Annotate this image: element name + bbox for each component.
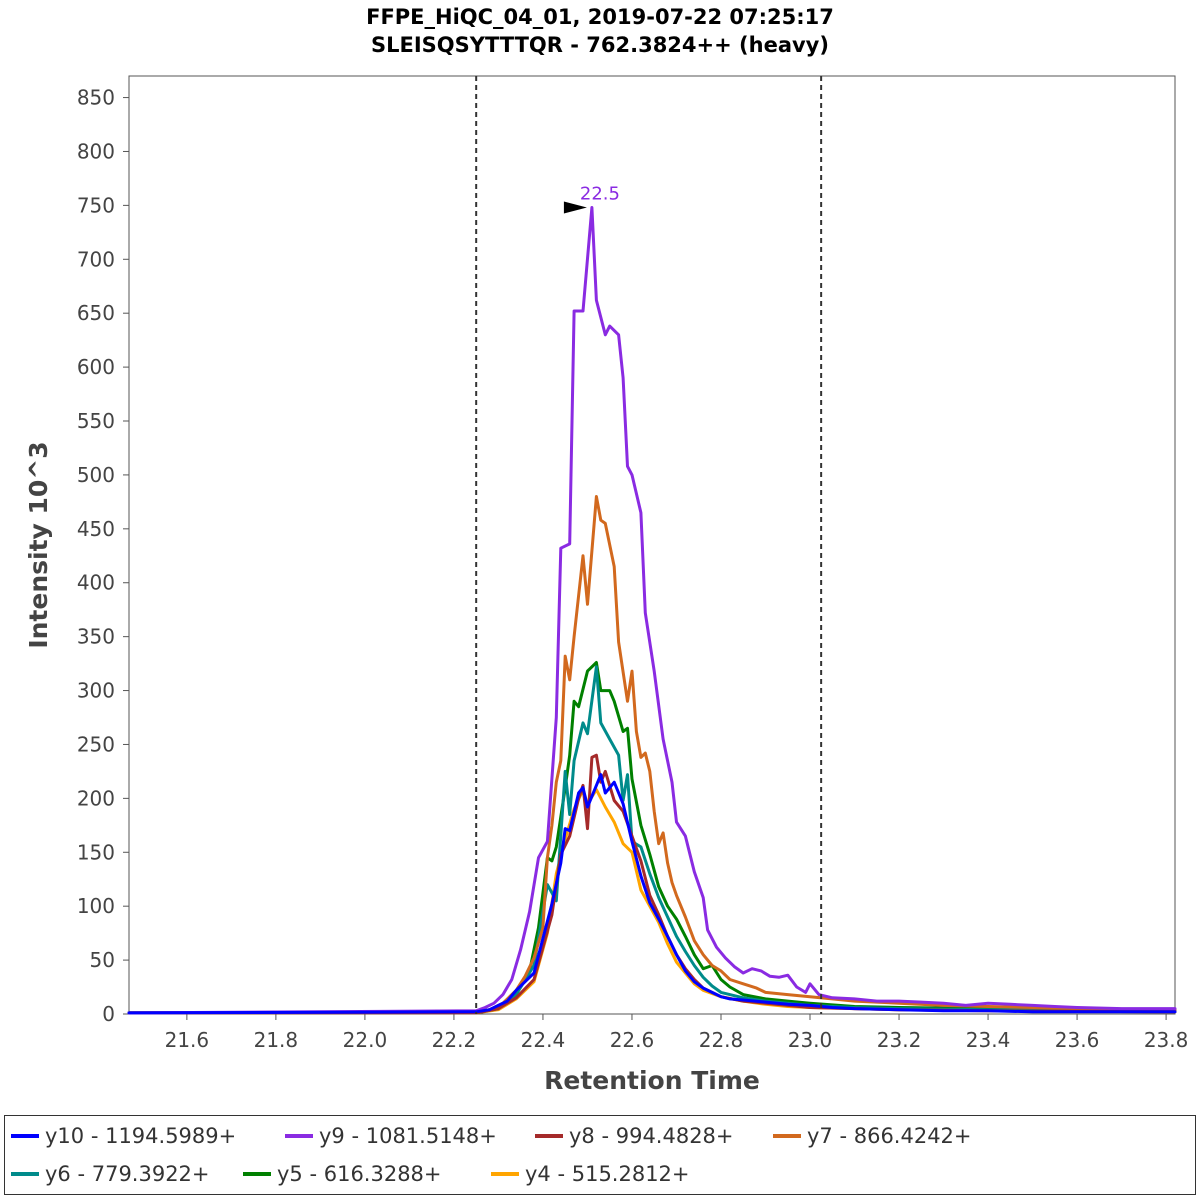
x-tick-label: 21.6 — [165, 1028, 210, 1052]
y-tick-label: 350 — [77, 625, 115, 649]
y-axis: 0 50 100 150 200 250 300 350 400 450 500 550 600 650 7… — [77, 86, 129, 1026]
series-line-y5 — [127, 661, 1177, 1015]
x-tick-label: 22.4 — [521, 1028, 566, 1052]
legend-swatch — [773, 1134, 801, 1138]
plot-area — [128, 75, 1176, 1015]
legend-swatch — [11, 1134, 39, 1138]
legend-label: y6 - 779.3922+ — [45, 1162, 210, 1186]
y-tick-label: 750 — [77, 193, 115, 217]
peak-arrow-icon — [563, 201, 587, 214]
series-line-y7 — [127, 495, 1177, 1015]
y-tick-label: 850 — [77, 86, 115, 110]
y-tick-label: 200 — [77, 786, 115, 810]
chromatogram-chart: FFPE_HiQC_04_01, 2019-07-22 07:25:17 SLE… — [24, 5, 1189, 1095]
x-tick-label: 21.8 — [254, 1028, 299, 1052]
x-axis: 21.6 21.8 22.0 22.2 22.4 22.6 22.8 23.0 23.2 23.4… — [165, 1014, 1189, 1052]
y-tick-label: 600 — [77, 355, 115, 379]
x-axis-label: Retention Time — [544, 1066, 760, 1095]
y-tick-label: 0 — [102, 1002, 115, 1026]
legend-swatch — [535, 1134, 563, 1138]
legend-item-y9: y9 - 1081.5148+ — [285, 1124, 497, 1148]
legend-swatch — [11, 1172, 39, 1176]
peak-label: 22.5 — [580, 184, 620, 205]
series-layer — [127, 206, 1177, 1015]
legend-label: y5 - 616.3288+ — [277, 1162, 442, 1186]
y-tick-label: 450 — [77, 517, 115, 541]
legend-item-y5: y5 - 616.3288+ — [243, 1162, 442, 1186]
legend-label: y10 - 1194.5989+ — [45, 1124, 237, 1148]
legend-label: y9 - 1081.5148+ — [319, 1124, 497, 1148]
x-tick-label: 23.0 — [788, 1028, 833, 1052]
legend-item-y10: y10 - 1194.5989+ — [11, 1124, 236, 1148]
y-tick-label: 700 — [77, 247, 115, 271]
y-tick-label: 500 — [77, 463, 115, 487]
y-tick-label: 650 — [77, 301, 115, 325]
y-axis-label: Intensity 10^3 — [24, 441, 53, 648]
x-tick-label: 23.8 — [1144, 1028, 1189, 1052]
chart-title: FFPE_HiQC_04_01, 2019-07-22 07:25:17 — [366, 5, 834, 29]
x-tick-label: 22.6 — [610, 1028, 655, 1052]
x-tick-label: 22.2 — [432, 1028, 477, 1052]
y-tick-label: 100 — [77, 894, 115, 918]
y-tick-label: 550 — [77, 409, 115, 433]
y-tick-label: 250 — [77, 732, 115, 756]
y-tick-label: 150 — [77, 840, 115, 864]
y-tick-label: 800 — [77, 139, 115, 163]
series-line-y9 — [127, 206, 1177, 1015]
chart-subtitle: SLEISQSYTTTQR - 762.3824++ (heavy) — [371, 33, 829, 57]
x-tick-label: 22.8 — [699, 1028, 744, 1052]
legend-label: y7 - 866.4242+ — [807, 1124, 972, 1148]
legend: y10 - 1194.5989+ y9 - 1081.5148+ y8 - 994.… — [4, 1115, 1196, 1195]
legend-label: y8 - 994.4828+ — [569, 1124, 734, 1148]
legend-swatch — [491, 1172, 519, 1176]
y-tick-label: 400 — [77, 571, 115, 595]
legend-label: y4 - 515.2812+ — [525, 1162, 690, 1186]
x-tick-label: 23.6 — [1055, 1028, 1100, 1052]
legend-item-y7: y7 - 866.4242+ — [773, 1124, 972, 1148]
x-tick-label: 22.0 — [343, 1028, 388, 1052]
y-tick-label: 300 — [77, 679, 115, 703]
series-line-y10 — [127, 773, 1177, 1015]
legend-item-y8: y8 - 994.4828+ — [535, 1124, 734, 1148]
peak-annotation: 22.5 — [563, 184, 620, 214]
x-tick-label: 23.4 — [966, 1028, 1011, 1052]
x-tick-label: 23.2 — [877, 1028, 922, 1052]
legend-item-y6: y6 - 779.3922+ — [11, 1162, 210, 1186]
legend-swatch — [243, 1172, 271, 1176]
y-tick-label: 50 — [90, 948, 115, 972]
legend-swatch — [285, 1134, 313, 1138]
peak-boundaries — [475, 76, 823, 1014]
legend-item-y4: y4 - 515.2812+ — [491, 1162, 690, 1186]
